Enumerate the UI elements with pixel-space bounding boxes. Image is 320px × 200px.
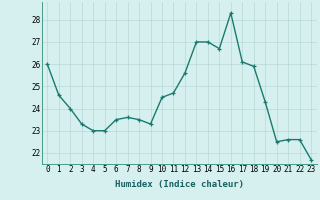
X-axis label: Humidex (Indice chaleur): Humidex (Indice chaleur) <box>115 180 244 189</box>
